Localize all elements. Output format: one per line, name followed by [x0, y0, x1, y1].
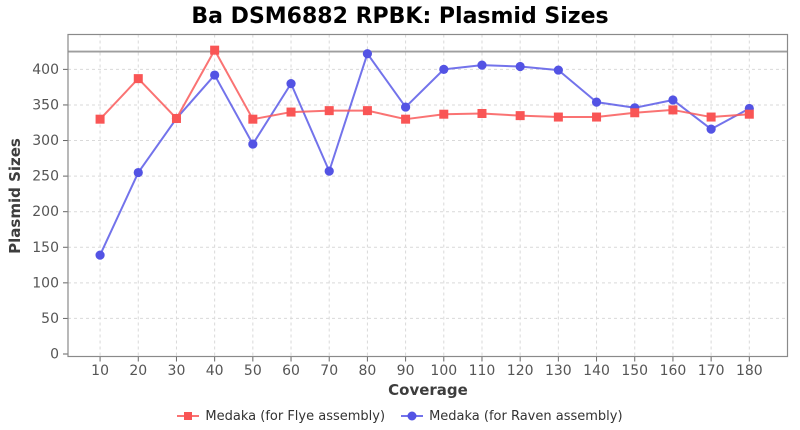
x-tick-label: 70	[320, 363, 338, 379]
x-tick-label: 10	[91, 363, 109, 379]
data-point-1[interactable]	[515, 61, 525, 72]
x-tick-label: 180	[736, 363, 763, 379]
data-point-1[interactable]	[324, 166, 334, 176]
x-tick-label: 110	[469, 363, 496, 379]
y-axis-label: Plasmid Sizes	[6, 138, 24, 254]
x-tick-label: 30	[168, 363, 186, 379]
data-point-0[interactable]	[210, 45, 220, 55]
data-point-0[interactable]	[592, 112, 602, 122]
legend-label-flye: Medaka (for Flye assembly)	[205, 408, 386, 424]
data-point-1[interactable]	[706, 124, 716, 134]
data-point-0[interactable]	[248, 114, 258, 124]
data-point-0[interactable]	[744, 109, 754, 119]
data-point-0[interactable]	[439, 109, 449, 119]
x-tick-label: 100	[430, 363, 457, 379]
data-point-0[interactable]	[515, 111, 525, 121]
x-tick-label: 40	[206, 363, 224, 379]
y-tick-label: 100	[32, 275, 59, 291]
data-point-0[interactable]	[401, 114, 411, 124]
y-tick-label: 150	[32, 240, 59, 256]
legend-item-flye[interactable]: Medaka (for Flye assembly)	[177, 409, 385, 424]
flye-series-marker-icon	[177, 410, 200, 422]
series-line-1	[99, 52, 751, 257]
data-point-1[interactable]	[477, 60, 487, 70]
y-tick-label: 0	[50, 347, 59, 363]
data-point-0[interactable]	[668, 105, 678, 115]
raven-series-marker-icon	[401, 410, 424, 422]
x-tick-label: 150	[621, 363, 648, 379]
data-point-0[interactable]	[362, 106, 372, 116]
data-point-1[interactable]	[439, 64, 449, 74]
data-point-0[interactable]	[324, 106, 334, 116]
x-tick-label: 160	[660, 363, 687, 379]
y-tick-label: 200	[32, 204, 59, 220]
legend-label-raven: Medaka (for Raven assembly)	[429, 408, 623, 424]
y-tick-label: 400	[32, 62, 59, 78]
x-tick-label: 20	[129, 363, 147, 379]
data-point-0[interactable]	[553, 112, 563, 122]
data-point-1[interactable]	[210, 70, 220, 80]
x-tick-label: 120	[507, 363, 534, 379]
data-point-1[interactable]	[668, 95, 678, 105]
data-point-1[interactable]	[95, 250, 105, 260]
plot-border	[67, 33, 789, 358]
data-point-1[interactable]	[553, 65, 563, 75]
x-tick-label: 80	[358, 363, 376, 379]
legend-item-raven[interactable]: Medaka (for Raven assembly)	[401, 409, 623, 424]
x-tick-label: 140	[583, 363, 610, 379]
x-tick-label: 60	[282, 363, 300, 379]
y-tick-label: 250	[32, 169, 59, 185]
data-point-1[interactable]	[591, 97, 602, 107]
data-point-0[interactable]	[477, 108, 487, 118]
data-point-1[interactable]	[362, 49, 373, 59]
x-tick-label: 50	[244, 363, 262, 379]
x-tick-label: 170	[698, 363, 725, 379]
x-tick-label: 90	[397, 363, 415, 379]
data-point-1[interactable]	[133, 167, 143, 178]
chart-title: Ba DSM6882 RPBK: Plasmid Sizes	[191, 4, 609, 29]
series-line-0	[99, 49, 751, 121]
data-point-0[interactable]	[630, 108, 640, 118]
legend: Medaka (for Flye assembly) Medaka (for R…	[0, 407, 800, 425]
y-tick-label: 350	[32, 97, 59, 113]
y-tick-label: 300	[32, 133, 59, 149]
data-point-0[interactable]	[286, 107, 296, 117]
data-point-0[interactable]	[171, 113, 181, 123]
data-point-1[interactable]	[248, 139, 258, 149]
data-point-1[interactable]	[400, 102, 411, 112]
data-point-0[interactable]	[706, 112, 716, 122]
data-point-0[interactable]	[95, 114, 105, 124]
x-tick-label: 130	[545, 363, 572, 379]
x-axis-label: Coverage	[388, 381, 468, 399]
data-point-0[interactable]	[133, 74, 143, 84]
y-tick-label: 50	[41, 311, 59, 327]
data-point-1[interactable]	[286, 79, 296, 89]
